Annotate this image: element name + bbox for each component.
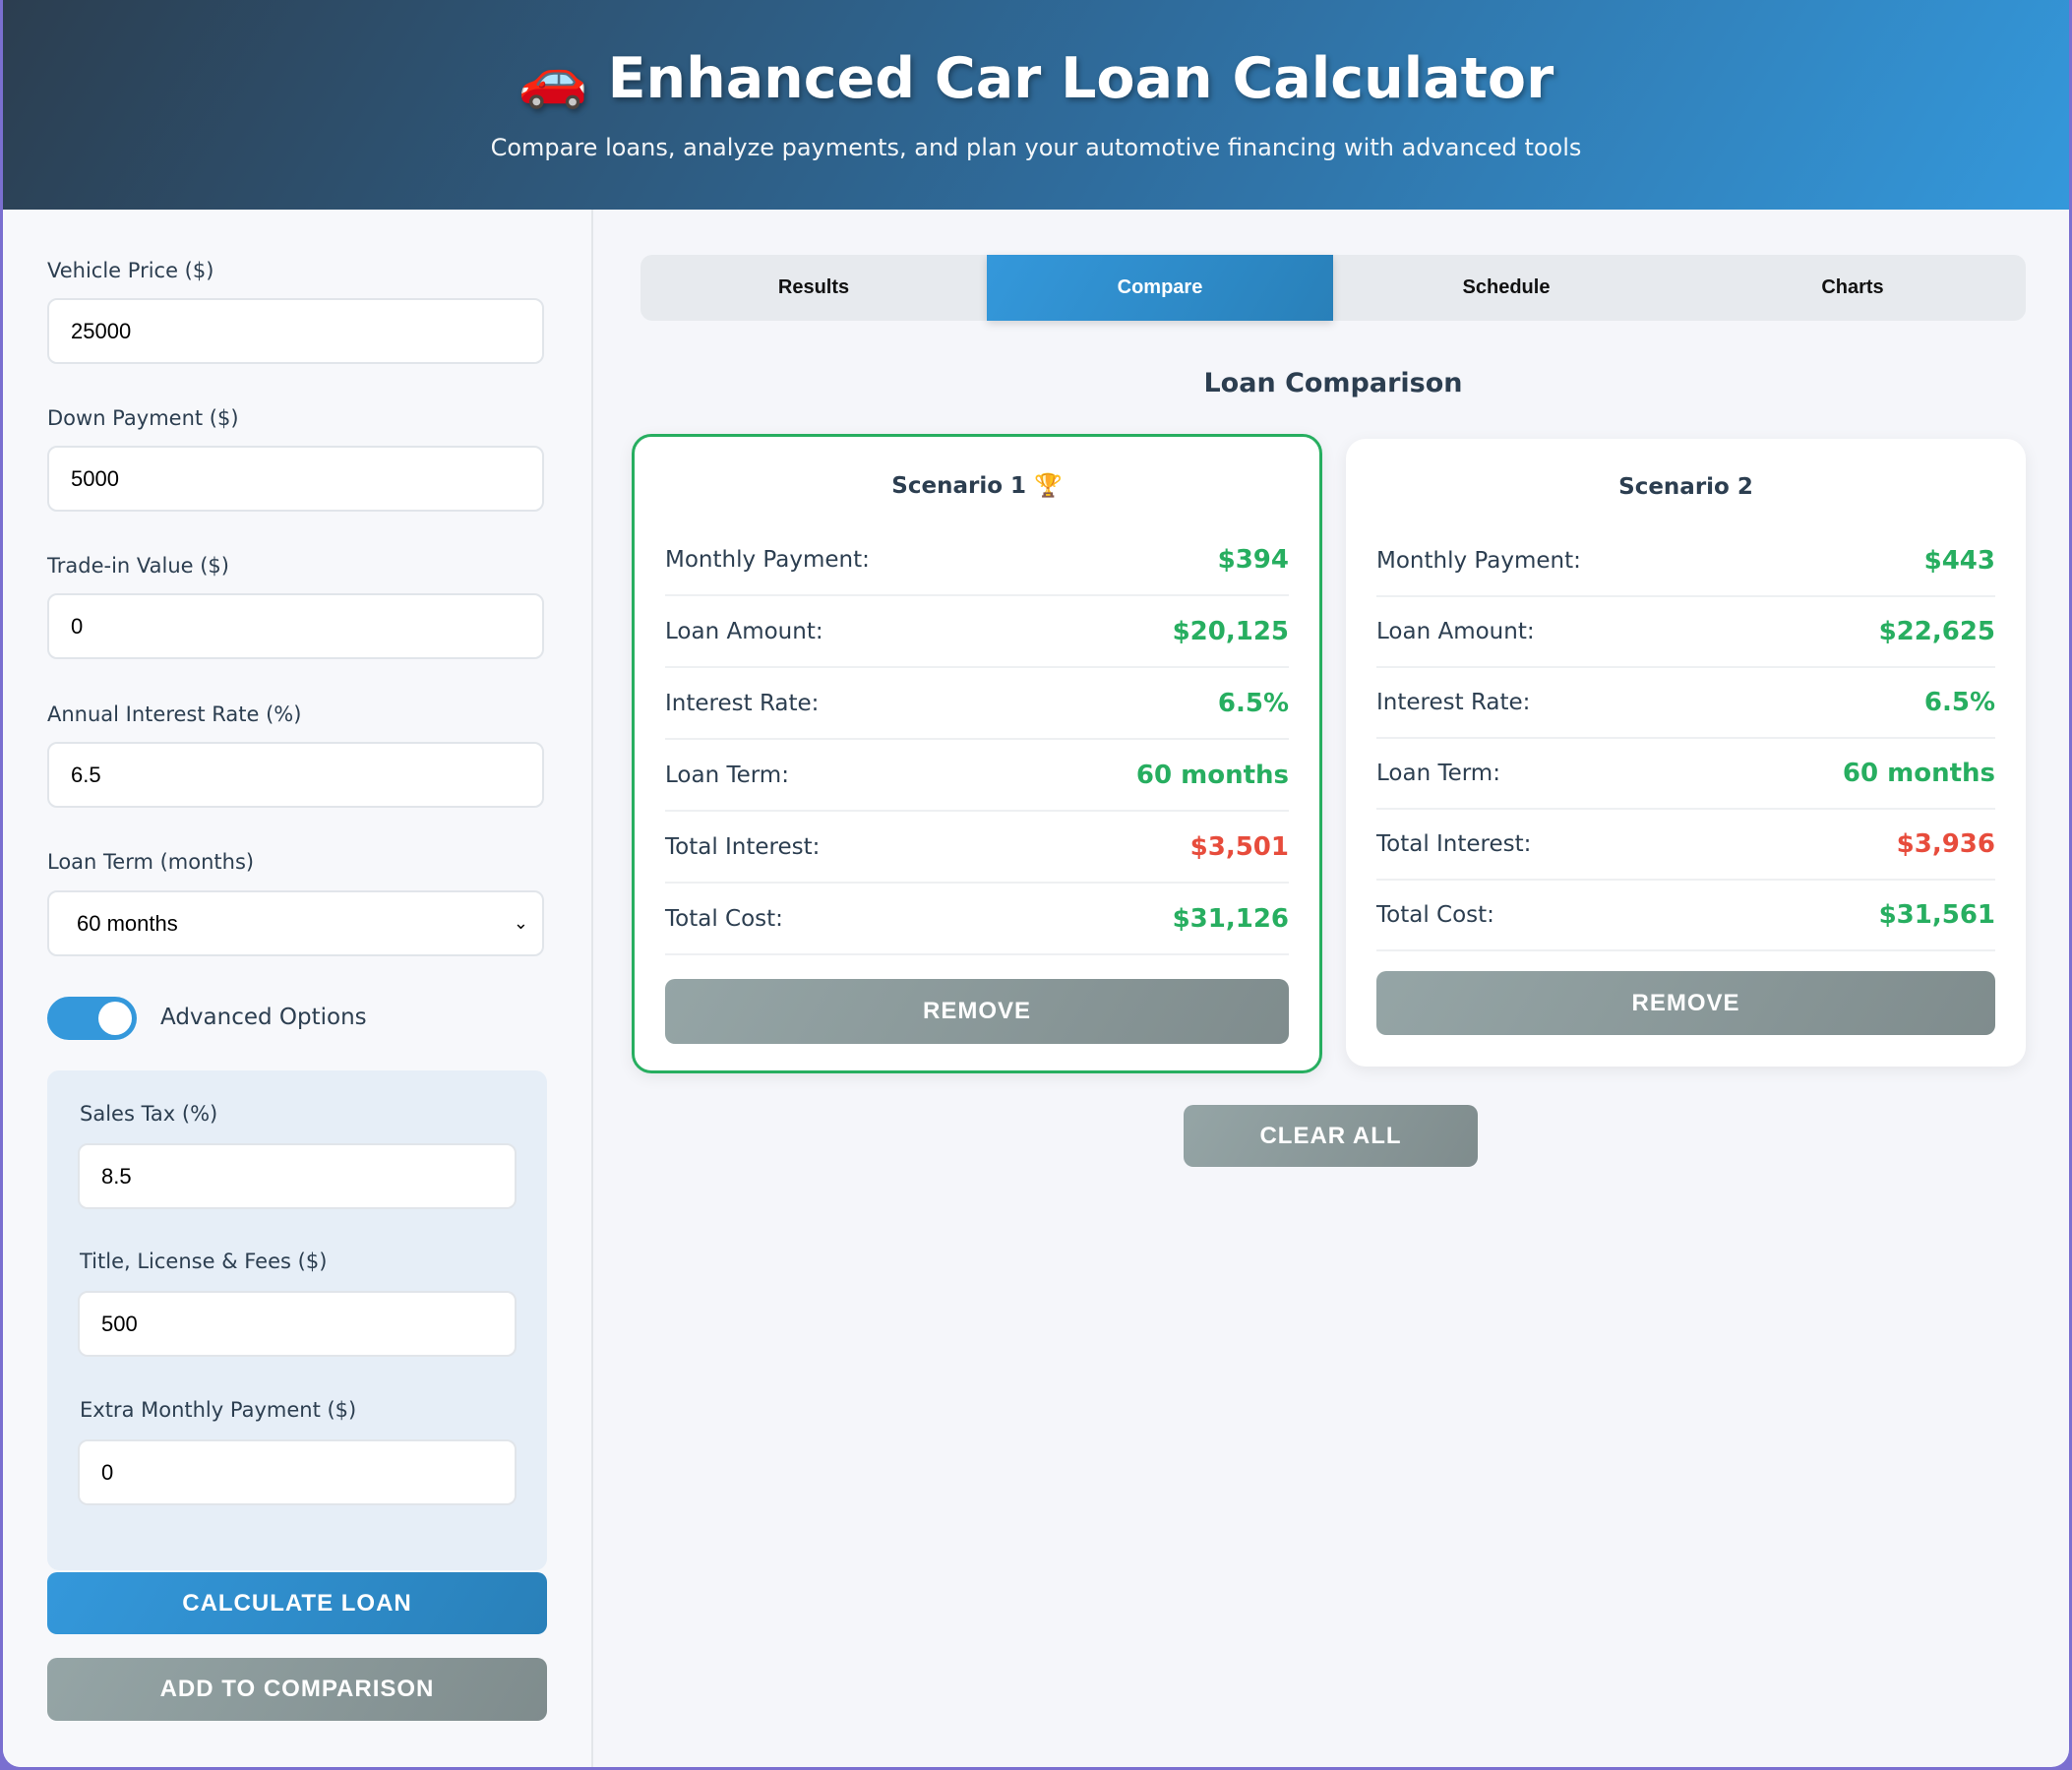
page-title: 🚗 Enhanced Car Loan Calculator [518,46,1554,111]
fees-input[interactable]: 500 [78,1291,517,1357]
scenario-card-2: Scenario 2 Monthly Payment: $443 Loan Amo… [1346,439,2026,1067]
car-icon: 🚗 [518,46,588,111]
chevron-down-icon: ⌄ [513,913,528,933]
scenario-card-1: Scenario 1 🏆 Monthly Payment: $394 Loan A… [632,434,1322,1073]
tab-bar: Results Compare Schedule Charts [640,255,2026,321]
total-interest-row: Total Interest: $3,936 [1376,809,1995,881]
toggle-knob [98,1002,132,1035]
loan-term-value: 60 months [77,910,178,936]
trade-in-input[interactable]: 0 [47,593,544,659]
loan-amount-row: Loan Amount: $20,125 [665,596,1289,668]
trade-in-label: Trade-in Value ($) [47,554,229,578]
loan-amount-row: Loan Amount: $22,625 [1376,596,1995,668]
remove-scenario-button[interactable]: REMOVE [1376,971,1995,1035]
trophy-icon: 🏆 [1034,473,1063,499]
interest-rate-label: Annual Interest Rate (%) [47,702,302,726]
interest-rate-row: Interest Rate: 6.5% [1376,667,1995,739]
app: 🚗 Enhanced Car Loan Calculator Compare l… [3,0,2069,1767]
vehicle-price-label: Vehicle Price ($) [47,259,214,282]
loan-term-row: Loan Term: 60 months [1376,738,1995,810]
page-subtitle: Compare loans, analyze payments, and pla… [490,134,1582,161]
loan-term-select[interactable]: 60 months ⌄ [47,890,544,956]
tab-results[interactable]: Results [777,276,850,298]
comparison-title: Loan Comparison [1203,368,1463,398]
down-payment-label: Down Payment ($) [47,406,239,430]
loan-term-row: Loan Term: 60 months [665,740,1289,812]
total-interest-row: Total Interest: $3,501 [665,812,1289,884]
vehicle-price-input[interactable]: 25000 [47,298,544,364]
sales-tax-input[interactable]: 8.5 [78,1143,517,1209]
remove-scenario-button[interactable]: REMOVE [665,979,1289,1044]
interest-rate-input[interactable]: 6.5 [47,742,544,808]
calculate-loan-button[interactable]: CALCULATE LOAN [47,1572,547,1634]
monthly-payment-row: Monthly Payment: $394 [665,524,1289,596]
fees-label: Title, License & Fees ($) [80,1250,328,1273]
add-to-comparison-button[interactable]: ADD TO COMPARISON [47,1658,547,1721]
total-cost-row: Total Cost: $31,561 [1376,880,1995,951]
down-payment-input[interactable]: 5000 [47,446,544,512]
scenario-title: Scenario 1 🏆 [891,473,1063,499]
extra-payment-label: Extra Monthly Payment ($) [80,1398,357,1422]
loan-form: Vehicle Price ($) 25000 Down Payment ($)… [3,210,593,1767]
advanced-options-toggle[interactable] [47,997,137,1040]
tab-schedule[interactable]: Schedule [1462,276,1551,298]
tab-charts[interactable]: Charts [1821,276,1884,298]
advanced-options-label: Advanced Options [160,1005,367,1030]
loan-term-label: Loan Term (months) [47,850,255,874]
tab-compare[interactable]: Compare [987,255,1333,321]
interest-rate-row: Interest Rate: 6.5% [665,668,1289,740]
monthly-payment-row: Monthly Payment: $443 [1376,525,1995,597]
total-cost-row: Total Cost: $31,126 [665,884,1289,955]
extra-payment-input[interactable]: 0 [78,1439,517,1505]
sales-tax-label: Sales Tax (%) [80,1102,218,1126]
clear-all-button[interactable]: CLEAR ALL [1184,1105,1478,1167]
header: 🚗 Enhanced Car Loan Calculator Compare l… [3,0,2069,210]
scenario-title: Scenario 2 [1618,474,1753,500]
